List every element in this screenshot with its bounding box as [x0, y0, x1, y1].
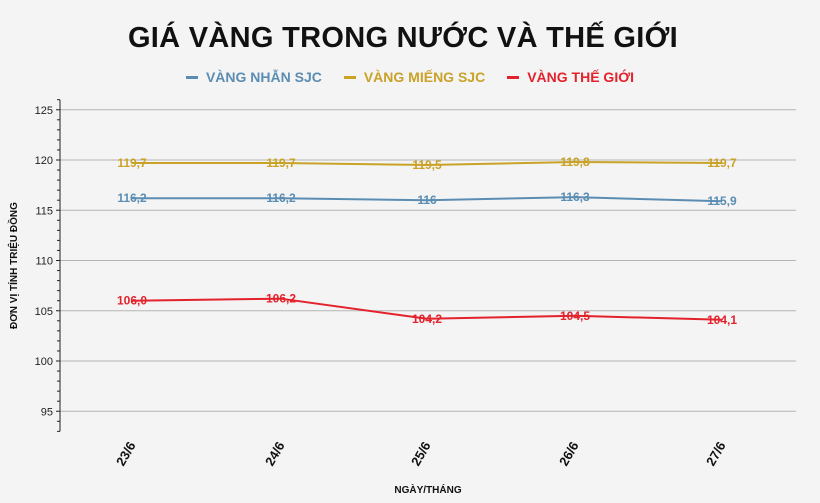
- legend-label: VÀNG MIẾNG SJC: [363, 69, 486, 85]
- x-tick-label: 27/6: [703, 439, 729, 468]
- y-tick-label: 115: [35, 205, 53, 217]
- chart-title: GIÁ VÀNG TRONG NƯỚC VÀ THẾ GIỚI: [127, 22, 679, 54]
- y-tick-label: 95: [41, 406, 53, 418]
- data-label: 119,7: [117, 156, 147, 170]
- series-line: [132, 161, 723, 167]
- data-label: 116: [417, 193, 437, 207]
- data-label: 116,2: [117, 191, 147, 205]
- data-label: 104,5: [560, 309, 590, 323]
- x-axis-title: NGÀY/THÁNG: [394, 483, 461, 496]
- legend-item: VÀNG MIẾNG SJC: [343, 69, 486, 85]
- legend-label: VÀNG NHẪN SJC: [205, 69, 322, 85]
- data-label: 106,0: [117, 294, 147, 308]
- data-label: 116,3: [560, 190, 590, 204]
- x-tick-label: 26/6: [556, 439, 582, 468]
- legend-item: VÀNG THẾ GIỚI: [507, 69, 634, 85]
- data-label: 106,2: [266, 292, 296, 306]
- x-tick-label: 23/6: [113, 439, 139, 468]
- legend-swatch: [185, 75, 198, 79]
- data-label: 104,2: [412, 312, 442, 326]
- data-label: 119,7: [266, 156, 296, 170]
- legend-item: VÀNG NHẪN SJC: [185, 69, 322, 85]
- data-label: 119,8: [560, 155, 590, 169]
- x-tick-label: 24/6: [262, 439, 288, 468]
- y-axis-title: ĐƠN VỊ TÍNH TRIỆU ĐỒNG: [7, 202, 20, 329]
- data-label: 116,2: [266, 191, 296, 205]
- chart-legend: VÀNG NHẪN SJC VÀNG MIẾNG SJC VÀNG THẾ GIỚI: [0, 69, 820, 85]
- y-tick-label: 125: [35, 105, 53, 117]
- y-tick-label: 110: [35, 256, 53, 268]
- data-label: 115,9: [707, 194, 737, 208]
- y-tick-label: 105: [35, 306, 53, 318]
- legend-swatch: [507, 75, 520, 79]
- series-line: [131, 297, 723, 321]
- legend-label: VÀNG THẾ GIỚI: [527, 69, 635, 85]
- data-label: 119,5: [412, 158, 442, 172]
- x-tick-label: 25/6: [408, 439, 434, 468]
- series-line: [132, 196, 723, 203]
- legend-swatch: [343, 75, 356, 79]
- y-tick-label: 100: [35, 356, 53, 368]
- data-label: 119,7: [707, 156, 737, 170]
- data-label: 104,1: [707, 313, 737, 327]
- y-tick-label: 120: [35, 155, 53, 167]
